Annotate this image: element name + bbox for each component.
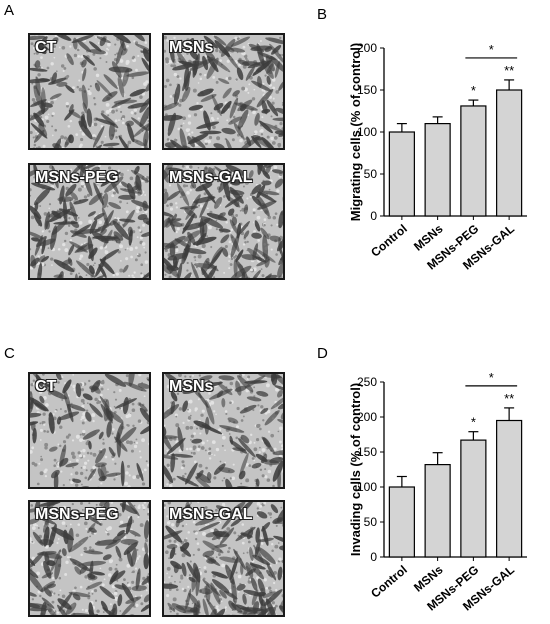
y-tick-label: 50 [364, 167, 378, 181]
significance-marker: * [471, 83, 476, 98]
bar-msns-peg [460, 105, 487, 217]
micrograph-texture [30, 374, 149, 487]
x-tick-label: Control [368, 222, 410, 260]
micrograph-texture [164, 374, 283, 487]
significance-marker: * [471, 415, 476, 430]
y-axis-label: Migrating cells (% of control) [348, 43, 363, 221]
y-tick-label: 100 [357, 480, 377, 494]
y-tick-label: 150 [357, 445, 377, 459]
y-tick-label: 150 [357, 83, 377, 97]
micrograph-texture [164, 35, 283, 148]
micrograph-label: MSNs-PEG [35, 506, 119, 523]
bar-msns-gal [496, 89, 523, 217]
y-tick-label: 50 [364, 515, 378, 529]
y-tick-label: 200 [357, 410, 377, 424]
y-tick-label: 100 [357, 125, 377, 139]
y-tick-label: 200 [357, 41, 377, 55]
x-tick-label: Control [368, 563, 410, 601]
panel-letter-d: D [317, 345, 328, 362]
micrograph-texture [30, 502, 149, 615]
micrograph-label: MSNs-GAL [169, 506, 253, 523]
micrograph-texture [30, 35, 149, 148]
micrograph-c-msns-gal: MSNs-GAL [162, 500, 285, 617]
micrograph-label: CT [35, 39, 57, 56]
micrograph-label: CT [35, 378, 57, 395]
micrograph-label: MSNs-PEG [35, 169, 119, 186]
bar-control [388, 131, 415, 217]
micrograph-c-ct: CT [28, 372, 151, 489]
significance-marker: ** [504, 63, 514, 78]
micrograph-texture [30, 165, 149, 278]
panel-letter-b: B [317, 6, 328, 23]
y-axis-label: Invading cells (% of control) [348, 383, 363, 556]
micrograph-label: MSNs [169, 378, 214, 395]
panel-letter-a: A [4, 2, 15, 19]
micrograph-a-msns: MSNs [162, 33, 285, 150]
significance-marker: ** [504, 391, 514, 406]
bracket-label: * [489, 370, 494, 385]
bar-msns [424, 463, 451, 558]
bar-control [388, 486, 415, 558]
panel-letter-c: C [4, 345, 15, 362]
micrograph-a-ct: CT [28, 33, 151, 150]
micrograph-texture [164, 502, 283, 615]
micrograph-c-msns: MSNs [162, 372, 285, 489]
micrograph-a-msns-peg: MSNs-PEG [28, 163, 151, 280]
bar-msns-peg [460, 439, 487, 558]
micrograph-c-msns-peg: MSNs-PEG [28, 500, 151, 617]
micrograph-texture [164, 165, 283, 278]
bar-msns [424, 122, 451, 217]
y-tick-label: 0 [370, 550, 377, 564]
y-tick-label: 0 [370, 209, 377, 223]
micrograph-a-msns-gal: MSNs-GAL [162, 163, 285, 280]
micrograph-label: MSNs-GAL [169, 169, 253, 186]
bar-msns-gal [496, 419, 523, 558]
bracket-label: * [489, 42, 494, 57]
micrograph-label: MSNs [169, 39, 214, 56]
y-tick-label: 250 [357, 375, 377, 389]
